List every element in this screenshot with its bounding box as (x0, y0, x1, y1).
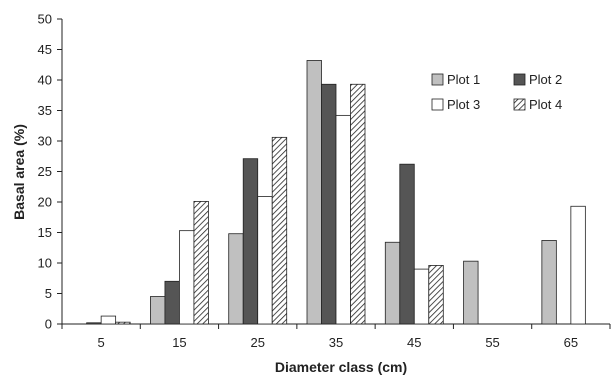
legend-swatch (513, 98, 526, 111)
bar-plot-4-35 (350, 83, 366, 325)
bar-plot-3-5 (100, 315, 117, 325)
bar-plot-2-35 (321, 83, 337, 325)
bar-plot-3-45 (413, 268, 430, 325)
bar-plot-1-35 (306, 60, 322, 325)
x-tick-label: 35 (329, 335, 343, 350)
x-tick-label: 15 (172, 335, 186, 350)
legend-swatch (431, 73, 444, 86)
y-tick-label: 30 (38, 134, 52, 149)
bars-group (86, 60, 586, 325)
legend-label: Plot 4 (529, 97, 562, 112)
y-tick-label: 50 (38, 12, 52, 27)
y-axis-title: Basal area (%) (11, 124, 27, 220)
bar-plot-1-65 (541, 240, 557, 325)
y-tick-label: 5 (45, 286, 52, 301)
bar-plot-2-15 (164, 280, 180, 325)
legend-label: Plot 2 (529, 72, 562, 87)
y-tick-label: 35 (38, 103, 52, 118)
bar-plot-3-25 (257, 196, 273, 325)
legend-swatch (431, 98, 444, 111)
bar-plot-1-55 (463, 260, 479, 325)
bar-plot-1-45 (384, 241, 401, 325)
y-tick-label: 45 (38, 42, 52, 57)
bar-plot-3-65 (570, 205, 586, 325)
bar-plot-2-25 (242, 158, 259, 325)
legend: Plot 1 Plot 2 Plot 3 Plot 4 (431, 72, 562, 112)
x-tick-label: 5 (98, 335, 105, 350)
y-tick-label: 0 (45, 317, 52, 332)
legend-swatch (513, 73, 526, 86)
y-tick-label: 20 (38, 195, 52, 210)
legend-label: Plot 1 (447, 72, 480, 87)
y-tick-label: 25 (38, 164, 52, 179)
bar-plot-4-5 (115, 321, 131, 325)
bar-plot-1-15 (150, 296, 166, 325)
x-tick-label: 25 (250, 335, 264, 350)
bar-plot-1-25 (228, 233, 244, 325)
legend-label: Plot 3 (447, 97, 480, 112)
bar-plot-3-15 (179, 230, 195, 325)
x-tick-label: 65 (564, 335, 578, 350)
bar-plot-4-45 (428, 265, 444, 325)
bar-plot-4-15 (193, 200, 209, 325)
x-tick-label: 55 (485, 335, 499, 350)
y-tick-label: 15 (38, 225, 52, 240)
bar-plot-2-45 (399, 163, 415, 325)
bar-plot-2-5 (86, 322, 102, 325)
y-tick-label: 40 (38, 73, 52, 88)
y-tick-label: 10 (38, 256, 52, 271)
x-axis-title: Diameter class (cm) (275, 359, 407, 375)
bar-plot-4-25 (271, 136, 288, 325)
x-tick-label: 45 (407, 335, 421, 350)
tick-labels: 0 5 10 15 20 25 30 35 40 45 50 5 15 25 35 45 55 65 (38, 12, 579, 351)
bar-plot-3-35 (335, 114, 351, 325)
